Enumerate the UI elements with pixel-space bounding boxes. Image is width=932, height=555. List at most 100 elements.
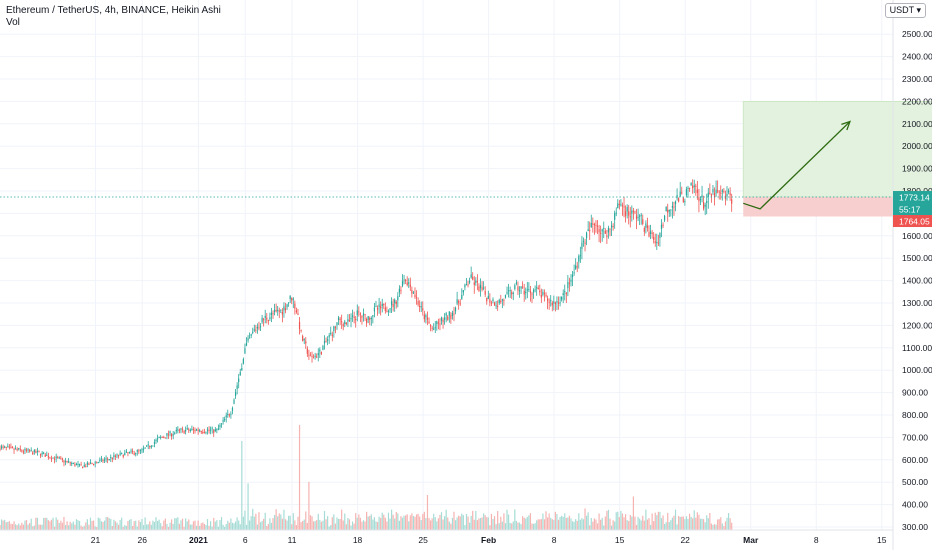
- volume-bar: [74, 524, 76, 530]
- candle-body: [662, 224, 664, 226]
- candle-body: [609, 228, 611, 230]
- volume-bar: [75, 519, 78, 530]
- candle-body: [660, 224, 663, 229]
- volume-bar: [366, 511, 368, 530]
- stop-zone[interactable]: [743, 197, 932, 217]
- volume-bar: [497, 511, 499, 530]
- candle-body: [637, 217, 639, 219]
- candle-body: [592, 223, 594, 225]
- candle-body: [575, 265, 577, 269]
- stop-price-badge: 1764.05: [899, 217, 930, 227]
- volume-bar: [582, 519, 585, 530]
- candle-body: [632, 210, 634, 212]
- volume-bar: [590, 518, 592, 530]
- volume-bar: [668, 522, 670, 530]
- candle-body: [249, 337, 251, 339]
- candle-body: [606, 235, 608, 238]
- volume-bar: [22, 524, 25, 530]
- candle-body: [699, 199, 702, 201]
- volume-bar: [495, 524, 497, 530]
- candle-body: [721, 190, 723, 192]
- candle-body: [113, 455, 115, 458]
- candle-body: [96, 462, 98, 464]
- volume-bar: [659, 511, 661, 530]
- volume-bar: [64, 525, 67, 530]
- candle-body: [68, 461, 70, 463]
- candle-body: [194, 430, 196, 432]
- volume-bar: [550, 517, 552, 530]
- candle-body: [19, 448, 21, 450]
- price-tick-label: 900.00: [902, 388, 928, 398]
- volume-bar: [111, 526, 113, 530]
- volume-bar: [61, 522, 64, 530]
- candle-body: [536, 287, 538, 289]
- volume-bar: [548, 513, 550, 530]
- candle-body: [208, 429, 210, 431]
- candle-body: [412, 292, 415, 294]
- candle-body: [288, 302, 290, 304]
- time-tick-label: 21: [91, 535, 101, 545]
- position-layer[interactable]: [742, 101, 932, 217]
- volume-indicator-label[interactable]: Vol: [6, 17, 20, 28]
- volume-bar: [289, 515, 291, 530]
- candle-body: [500, 300, 502, 303]
- volume-bar: [278, 513, 280, 530]
- volume-bar: [171, 519, 173, 530]
- volume-bar: [336, 517, 338, 530]
- candle-body: [528, 289, 530, 291]
- volume-bar: [355, 513, 357, 530]
- target-zone[interactable]: [742, 101, 932, 198]
- candle-body: [451, 312, 454, 316]
- currency-label: USDT: [889, 5, 914, 15]
- volume-bar: [10, 523, 12, 530]
- volume-bar: [562, 516, 564, 530]
- candle-body: [267, 320, 269, 322]
- volume-bar: [546, 517, 549, 530]
- currency-selector[interactable]: USDT ▾: [884, 3, 926, 18]
- volume-bar: [8, 521, 10, 530]
- candle-body: [687, 187, 689, 189]
- symbol-title[interactable]: Ethereum / TetherUS, 4h, BINANCE, Heikin…: [6, 5, 221, 16]
- volume-bar: [578, 513, 580, 530]
- price-tick-label: 500.00: [902, 477, 928, 487]
- candle-body: [225, 415, 227, 418]
- candle-body: [464, 284, 466, 288]
- candle-body: [273, 309, 276, 312]
- candle-body: [626, 207, 628, 212]
- volume-bar: [214, 521, 216, 530]
- candle-body: [300, 329, 302, 331]
- candle-body: [341, 321, 343, 323]
- volume-bar: [589, 525, 591, 530]
- candle-body: [417, 301, 419, 305]
- candle-body: [437, 322, 439, 324]
- volume-bar: [635, 525, 638, 530]
- candle-body: [91, 462, 93, 464]
- volume-bar: [470, 515, 472, 530]
- candle-body: [167, 434, 170, 436]
- volume-bar: [110, 519, 112, 530]
- volume-bar: [462, 515, 464, 530]
- volume-bar: [384, 517, 386, 530]
- volume-bar: [230, 518, 232, 530]
- candle-body: [47, 456, 49, 458]
- candle-body: [150, 446, 152, 448]
- volume-bar: [526, 516, 528, 530]
- volume-bar: [2, 520, 4, 530]
- candle-body: [587, 229, 589, 231]
- candle-body: [546, 298, 549, 302]
- candle-body: [562, 293, 564, 296]
- volume-bar: [631, 516, 633, 530]
- time-tick-label: 6: [243, 535, 248, 545]
- candle-body: [244, 348, 246, 354]
- candle-body: [665, 206, 667, 212]
- candle-body: [141, 449, 143, 451]
- candle-body: [551, 302, 553, 306]
- candle-body: [231, 407, 234, 411]
- volume-bar: [645, 509, 647, 530]
- candle-body: [55, 456, 57, 459]
- volume-bar: [121, 517, 123, 530]
- candle-body: [571, 274, 574, 278]
- volume-bar: [536, 520, 538, 530]
